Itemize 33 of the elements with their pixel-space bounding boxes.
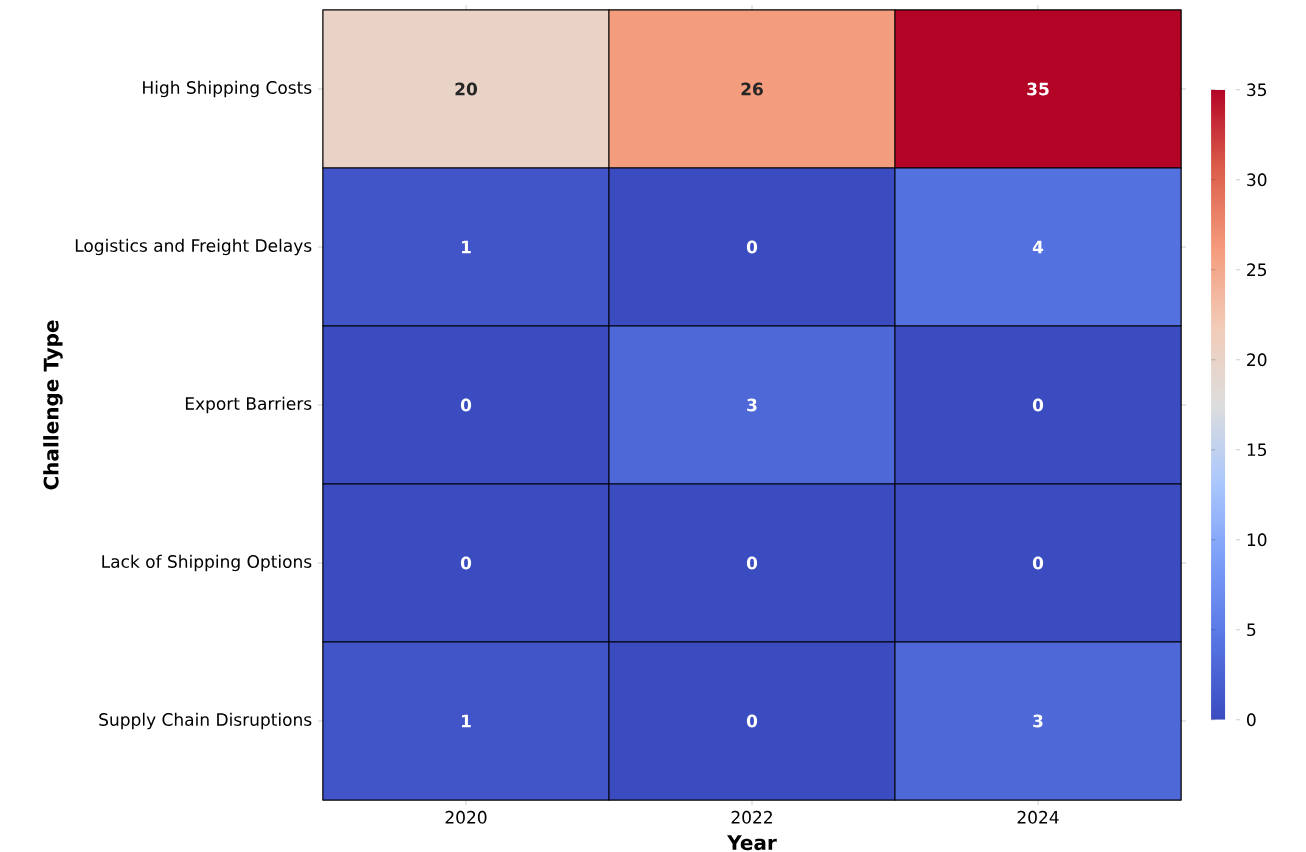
y-tick-label: Export Barriers xyxy=(185,396,312,414)
data-label: 0 xyxy=(746,556,758,570)
data-label: 26 xyxy=(741,82,763,96)
data-label: 3 xyxy=(1033,714,1043,728)
color-bar-label: 25 xyxy=(1247,263,1267,277)
color-bar-label: 35 xyxy=(1247,83,1267,97)
data-label: 0 xyxy=(460,556,472,570)
data-label: 0 xyxy=(460,398,472,412)
data-label: 0 xyxy=(1032,398,1044,412)
data-label: 0 xyxy=(1032,556,1044,570)
y-tick-label: Logistics and Freight Delays xyxy=(75,238,312,256)
y-axis-title: Challenge Type xyxy=(43,320,63,490)
color-bar-label: 5 xyxy=(1247,623,1256,637)
y-tick-label: Lack of Shipping Options xyxy=(102,554,312,572)
data-label: 3 xyxy=(747,398,757,412)
color-bar-label: 20 xyxy=(1247,353,1267,367)
data-label: 0 xyxy=(746,240,758,254)
data-label: 1 xyxy=(462,714,471,728)
color-bar-label: 10 xyxy=(1247,533,1267,547)
x-axis-title: Year xyxy=(727,835,777,851)
data-label: 35 xyxy=(1027,82,1049,96)
color-bar-label: 15 xyxy=(1247,443,1267,457)
x-tick-label: 2024 xyxy=(1017,810,1059,824)
x-tick-label: 2020 xyxy=(445,810,487,824)
data-label: 0 xyxy=(746,714,758,728)
data-label: 4 xyxy=(1032,240,1044,254)
y-tick-label: Supply Chain Disruptions xyxy=(99,712,312,730)
data-label: 20 xyxy=(455,82,478,96)
color-bar-label: 30 xyxy=(1247,173,1267,187)
color-bar-label: 0 xyxy=(1247,713,1256,727)
x-tick-label: 2022 xyxy=(731,810,772,824)
y-tick-label: High Shipping Costs xyxy=(143,80,312,98)
data-label: 1 xyxy=(462,240,471,254)
